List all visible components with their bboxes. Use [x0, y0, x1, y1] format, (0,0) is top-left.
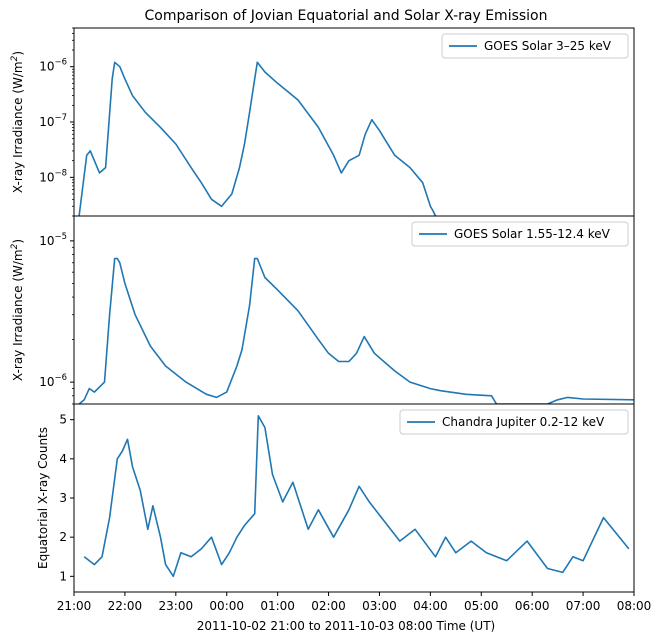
legend-box-middle [411, 221, 629, 247]
legend-label-middle: GOES Solar 1.55-12.4 keV [454, 227, 611, 241]
y-tick-label-middle: 10−6 [39, 373, 67, 389]
y-tick-label-top: 10−6 [39, 58, 67, 74]
x-tick-label: 05:00 [464, 599, 499, 613]
legend-top: GOES Solar 3–25 keV [441, 33, 629, 59]
x-tick-label: 00:00 [209, 599, 244, 613]
line-series-top [78, 61, 437, 216]
y-ticks-middle: 10−6 10−5 [39, 232, 74, 405]
plot-area-middle [78, 257, 634, 404]
legend-box-bottom [399, 409, 629, 435]
x-tick-label: 08:00 [617, 599, 652, 613]
line-series-bottom [83, 415, 630, 578]
y-axis-label-top: X-ray Irradiance (W/m2) [10, 51, 25, 193]
legend-box-top [441, 33, 629, 59]
y-axis-label-middle: X-ray Irradiance (W/m2) [10, 239, 25, 381]
y-axis-label-bottom: Equatorial X-ray Counts [36, 427, 50, 569]
legend-middle: GOES Solar 1.55-12.4 keV [411, 221, 629, 247]
x-tick-label: 06:00 [515, 599, 550, 613]
y-tick-label-bottom: 1 [59, 569, 67, 583]
chart-title: Comparison of Jovian Equatorial and Sola… [144, 8, 547, 24]
y-tick-label-bottom: 2 [59, 530, 67, 544]
x-tick-label: 02:00 [311, 599, 346, 613]
x-ticks: 21:00 22:00 23:00 00:00 01:00 02:00 03:00 04:00… [57, 592, 652, 613]
plot-area-bottom [83, 415, 630, 578]
x-tick-label: 21:00 [57, 599, 92, 613]
x-tick-label: 04:00 [413, 599, 448, 613]
panel-top: 10−8 10−7 10−6 X-ray Irradiance (W/m2) GOE… [10, 27, 635, 217]
y-tick-label-top: 10−7 [39, 113, 67, 129]
x-tick-label: 07:00 [566, 599, 601, 613]
panel-middle: 10−6 10−5 X-ray Irradiance (W/m2) GOES So… [10, 215, 635, 405]
x-tick-label: 03:00 [362, 599, 397, 613]
plot-area-top [78, 61, 437, 216]
y-tick-label-top: 10−8 [39, 168, 67, 184]
y-tick-label-bottom: 5 [59, 413, 67, 427]
panel-bottom: 1 2 3 4 5 Equatorial X-ray Counts Chandra Ju… [36, 403, 635, 593]
y-ticks-top: 10−8 10−7 10−6 [39, 27, 74, 217]
x-tick-label: 22:00 [108, 599, 143, 613]
y-tick-label-bottom: 3 [59, 491, 67, 505]
y-tick-label-bottom: 4 [59, 452, 67, 466]
y-tick-label-middle: 10−5 [39, 232, 67, 248]
y-ticks-bottom: 1 2 3 4 5 [59, 413, 74, 583]
legend-bottom: Chandra Jupiter 0.2-12 keV [399, 409, 629, 435]
x-tick-label: 01:00 [260, 599, 295, 613]
x-tick-label: 23:00 [159, 599, 194, 613]
x-axis-label: 2011-10-02 21:00 to 2011-10-03 08:00 Tim… [197, 619, 495, 633]
legend-label-bottom: Chandra Jupiter 0.2-12 keV [442, 415, 605, 429]
legend-label-top: GOES Solar 3–25 keV [484, 39, 612, 53]
line-series-middle [78, 257, 634, 404]
